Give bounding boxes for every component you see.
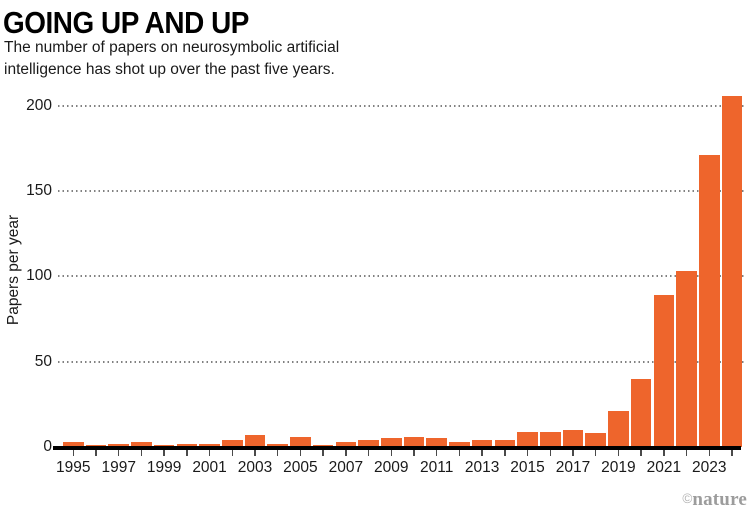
x-tick-2001 <box>208 449 211 456</box>
chart-subtitle-line-1: The number of papers on neurosymbolic ar… <box>4 39 340 56</box>
bar-2015 <box>517 431 538 447</box>
y-tick-label: 100 <box>26 267 52 285</box>
bar-2019 <box>608 411 629 447</box>
x-tick-2008 <box>367 449 370 456</box>
x-tick-label: 2007 <box>328 459 364 476</box>
x-tick-2024 <box>731 449 733 456</box>
bar-2005 <box>290 436 311 447</box>
bar-2013 <box>471 440 493 447</box>
nature-wordmark: nature <box>692 489 747 510</box>
x-tick-2005 <box>299 449 302 456</box>
x-tick-label: 2015 <box>510 459 545 476</box>
nature-credit: ©nature <box>682 489 747 511</box>
y-tick-label: 200 <box>26 96 52 114</box>
bar-2020 <box>630 378 652 447</box>
bar-2014 <box>494 440 516 447</box>
x-tick-2004 <box>276 449 279 456</box>
x-tick-2012 <box>458 449 461 456</box>
gridline-50 <box>58 360 745 363</box>
x-tick-2010 <box>413 449 415 456</box>
bar-2022 <box>676 271 697 447</box>
x-tick-1998 <box>140 449 143 456</box>
x-tick-label: 1995 <box>56 459 91 476</box>
gridline-150 <box>58 190 745 193</box>
bar-2017 <box>562 429 584 447</box>
x-tick-label: 2021 <box>646 459 682 476</box>
x-tick-2009 <box>390 449 393 456</box>
x-tick-2007 <box>345 449 347 456</box>
x-tick-2003 <box>254 449 256 456</box>
x-tick-label: 2003 <box>237 459 273 476</box>
x-tick-2017 <box>572 449 574 456</box>
x-tick-1995 <box>72 449 75 456</box>
x-tick-2016 <box>549 449 552 456</box>
bar-1998 <box>131 441 152 447</box>
x-tick-1999 <box>163 449 165 456</box>
x-tick-1996 <box>95 449 97 456</box>
x-tick-label: 2011 <box>420 459 454 476</box>
bar-2021 <box>653 295 675 447</box>
bar-1995 <box>63 441 84 447</box>
x-tick-label: 1999 <box>146 459 182 476</box>
bar-2009 <box>380 438 402 447</box>
x-tick-2014 <box>504 449 506 456</box>
bar-2008 <box>358 440 379 447</box>
x-tick-label: 2017 <box>555 459 591 476</box>
bar-2007 <box>335 441 357 447</box>
gridline-100 <box>58 275 745 278</box>
x-tick-2000 <box>186 449 188 456</box>
x-tick-label: 2009 <box>374 459 409 476</box>
bar-1997 <box>108 443 130 447</box>
x-tick-2011 <box>435 449 438 456</box>
bar-2023 <box>698 155 720 447</box>
x-axis-line <box>53 446 741 450</box>
x-tick-label: 2001 <box>192 459 227 476</box>
chart-title: GOING UP AND UP <box>3 5 249 40</box>
x-tick-2023 <box>708 449 710 456</box>
x-tick-label: 2023 <box>692 459 727 476</box>
bar-2004 <box>267 443 288 447</box>
bar-2003 <box>244 435 266 447</box>
copyright-icon: © <box>682 491 693 506</box>
x-tick-2013 <box>481 449 483 456</box>
x-tick-2002 <box>231 449 234 456</box>
x-tick-2021 <box>663 449 665 456</box>
bar-2018 <box>585 433 606 447</box>
x-tick-1997 <box>117 449 120 456</box>
x-tick-2019 <box>617 449 620 456</box>
chart-subtitle-line-2: intelligence has shot up over the past f… <box>4 61 335 78</box>
gridline-200 <box>58 104 745 107</box>
x-tick-2006 <box>322 449 324 456</box>
chart-subtitle: The number of papers on neurosymbolic ar… <box>4 37 339 81</box>
x-tick-label: 2005 <box>283 459 318 476</box>
bar-2001 <box>199 443 220 447</box>
y-tick-label: 50 <box>34 352 52 370</box>
bar-2011 <box>426 438 447 447</box>
x-tick-label: 2013 <box>464 459 500 476</box>
x-tick-2015 <box>526 449 529 456</box>
x-tick-2020 <box>640 449 642 456</box>
bar-2024 <box>721 95 743 447</box>
bar-2002 <box>221 440 243 447</box>
x-tick-label: 2019 <box>601 459 636 476</box>
bar-2016 <box>539 431 561 447</box>
x-tick-2022 <box>685 449 688 456</box>
y-tick-label: 150 <box>26 182 52 200</box>
bar-2000 <box>176 443 198 447</box>
x-tick-2018 <box>594 449 597 456</box>
bar-2012 <box>449 441 470 447</box>
bar-2010 <box>403 436 425 447</box>
x-tick-label: 1997 <box>101 459 136 476</box>
y-tick-label: 0 <box>43 438 52 455</box>
